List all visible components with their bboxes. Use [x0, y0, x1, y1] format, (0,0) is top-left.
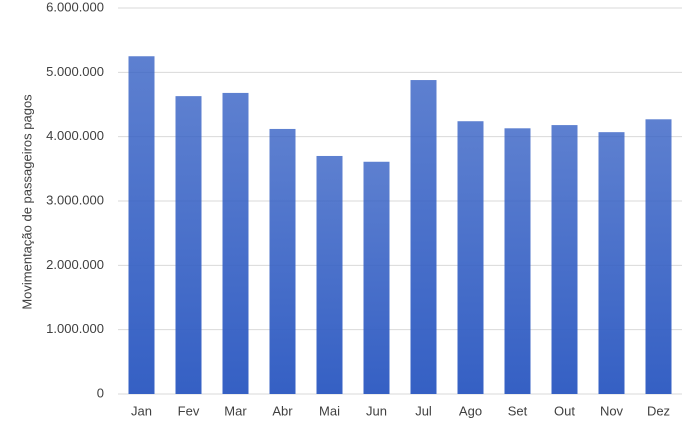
y-tick-label: 5.000.000	[46, 64, 104, 79]
bar	[645, 119, 672, 395]
bar	[175, 96, 202, 395]
y-tick-label: 3.000.000	[46, 192, 104, 207]
bar	[551, 125, 578, 394]
y-axis-label: Movimentação de passageiros pagos	[19, 94, 34, 310]
x-tick-label: Jun	[366, 403, 387, 418]
x-tick-label: Nov	[600, 403, 624, 418]
bar	[316, 155, 343, 394]
x-tick-label: Mar	[224, 403, 247, 418]
x-tick-label: Ago	[459, 403, 482, 418]
x-tick-label: Abr	[272, 403, 293, 418]
y-tick-label: 0	[97, 385, 104, 400]
x-tick-label: Jan	[131, 403, 152, 418]
x-tick-label: Out	[554, 403, 575, 418]
y-tick-label: 2.000.000	[46, 257, 104, 272]
bar	[504, 128, 531, 394]
bar	[457, 121, 484, 394]
y-tick-label: 4.000.000	[46, 128, 104, 143]
bar	[598, 132, 625, 394]
x-tick-label: Jul	[415, 403, 432, 418]
bar	[128, 56, 155, 394]
y-tick-label: 6.000.000	[46, 0, 104, 14]
x-tick-label: Mai	[319, 403, 340, 418]
y-tick-label: 1.000.000	[46, 321, 104, 336]
x-tick-label: Set	[508, 403, 528, 418]
bar	[222, 92, 249, 395]
bar	[410, 80, 437, 394]
bar	[269, 128, 296, 395]
x-tick-label: Fev	[178, 403, 200, 418]
bar	[363, 161, 390, 394]
x-tick-label: Dez	[647, 403, 670, 418]
